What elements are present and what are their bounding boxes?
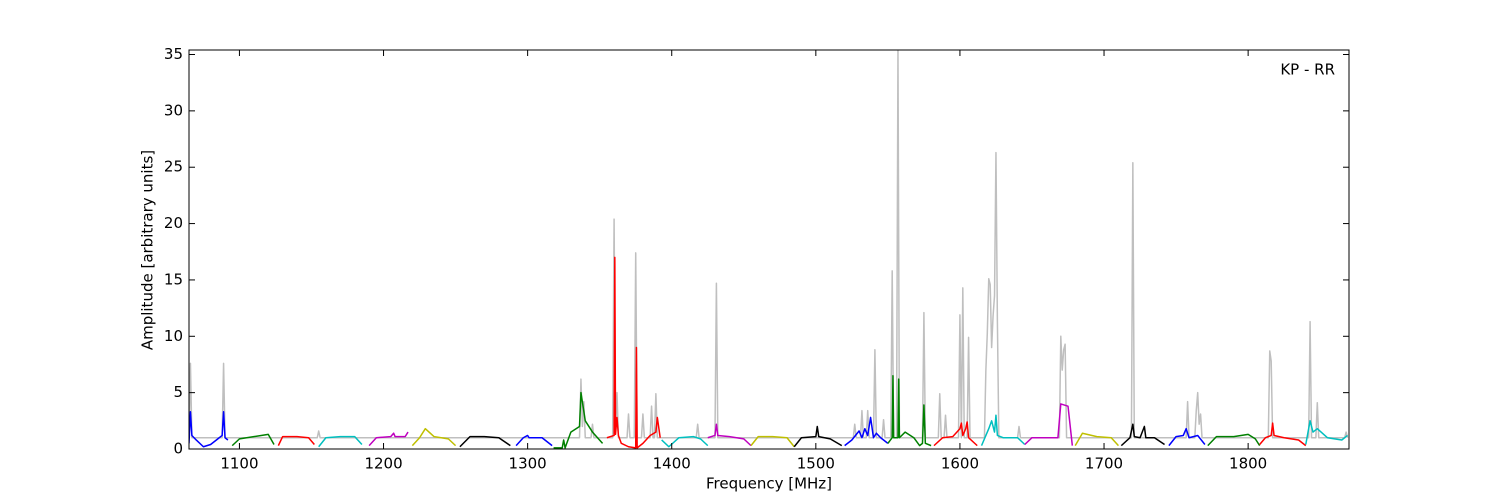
x-tick-label: 1700: [1085, 455, 1123, 473]
y-tick-label: 30: [164, 101, 183, 119]
series-line: [606, 256, 661, 449]
series-line: [933, 421, 978, 447]
series-line: [1120, 423, 1165, 447]
x-tick-label: 1100: [220, 455, 258, 473]
series-line: [1207, 433, 1261, 447]
series-line: [1074, 432, 1119, 447]
series-line: [411, 427, 457, 447]
plot-frame: [188, 49, 1350, 450]
x-tick-label: 1400: [653, 455, 691, 473]
plot-lines: [189, 50, 1349, 449]
series-line: [707, 423, 752, 447]
y-tick-label: 0: [173, 440, 183, 458]
series-line: [661, 435, 709, 448]
series-line: [793, 425, 843, 448]
series-line: [189, 50, 1349, 439]
y-tick-label: 10: [164, 327, 183, 345]
series-line: [318, 435, 363, 448]
x-axis-label: Frequency [MHz]: [706, 475, 832, 493]
series-line: [553, 391, 604, 449]
x-tick-label: 1800: [1229, 455, 1267, 473]
series-line: [231, 433, 275, 447]
y-axis-label: Amplitude [arbitrary units]: [139, 150, 157, 350]
series-line: [1024, 403, 1074, 446]
series-line: [750, 435, 795, 448]
series-line: [980, 414, 1026, 446]
series-line: [1168, 427, 1206, 447]
series-line: [1305, 420, 1349, 445]
x-tick-label: 1600: [941, 455, 979, 473]
y-tick-label: 15: [164, 270, 183, 288]
series-line: [189, 411, 229, 448]
y-tick-label: 25: [164, 158, 183, 176]
series-line: [515, 434, 553, 447]
y-tick-label: 5: [173, 383, 183, 401]
y-tick-label: 20: [164, 214, 183, 232]
series-line: [844, 416, 889, 447]
series-line: [887, 374, 932, 447]
x-tick-label: 1200: [364, 455, 402, 473]
series-line: [459, 435, 511, 448]
series-line: [368, 431, 409, 447]
annotation: KP - RR: [1280, 61, 1335, 79]
series-line: [277, 435, 315, 446]
x-tick-label: 1300: [509, 455, 547, 473]
x-tick-label: 1500: [797, 455, 835, 473]
series-line: [1259, 422, 1307, 447]
y-tick-label: 35: [164, 45, 183, 63]
